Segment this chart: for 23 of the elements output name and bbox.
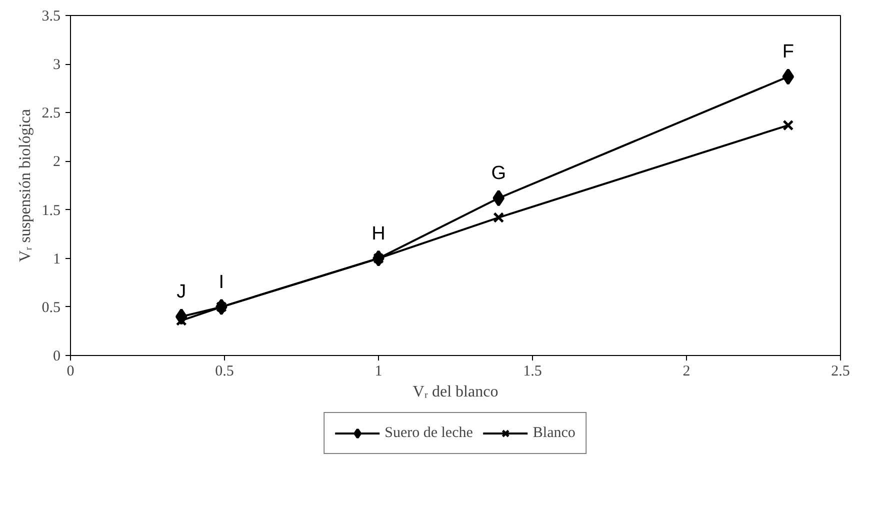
- y-tick-label: 0: [53, 348, 60, 364]
- x-tick-label: 0: [66, 364, 74, 380]
- x-tick-label: 0.5: [215, 364, 234, 380]
- y-tick-label: 1.5: [42, 202, 60, 219]
- x-tick-label: 2.5: [831, 364, 850, 380]
- y-tick-label: 2.5: [42, 106, 60, 122]
- x-axis-title: Vᵣ del blanco: [412, 384, 498, 400]
- y-tick-label: 3: [53, 57, 60, 74]
- legend-label: Blanco: [532, 424, 576, 442]
- x-tick-label: 1: [374, 364, 382, 380]
- annotation: H: [372, 223, 386, 244]
- annotation: I: [218, 272, 224, 293]
- annotation: F: [782, 42, 794, 63]
- y-axis-title: Vᵣ suspensión biológica: [16, 108, 34, 262]
- annotation: G: [491, 163, 506, 184]
- y-tick-label: 2: [53, 154, 60, 170]
- y-tick-label: 0.5: [42, 300, 60, 316]
- annotation: J: [176, 282, 186, 303]
- x-tick-label: 2: [682, 364, 690, 380]
- y-tick-label: 3.5: [42, 8, 60, 24]
- x-tick-label: 1.5: [523, 364, 542, 380]
- y-tick-label: 1: [53, 251, 60, 268]
- legend-label: Suero de leche: [384, 424, 473, 442]
